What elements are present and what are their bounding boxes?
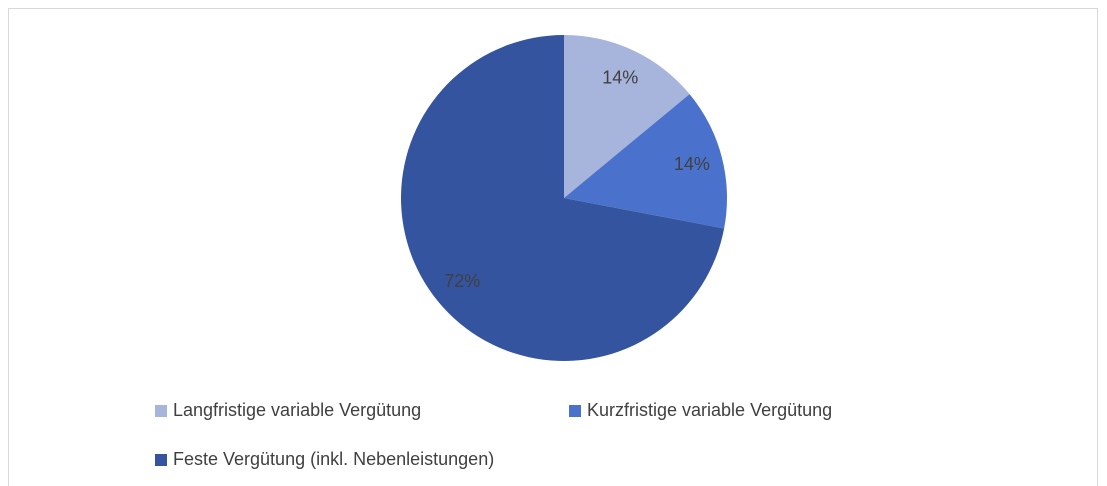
data-label: 72% <box>444 271 480 291</box>
data-label: 14% <box>602 67 638 87</box>
legend-label: Langfristige variable Vergütung <box>173 400 421 420</box>
legend-label: Feste Vergütung (inkl. Nebenleistungen) <box>173 449 494 469</box>
data-label: 14% <box>674 154 710 174</box>
legend-swatch <box>155 405 167 417</box>
pie-slice <box>564 94 727 229</box>
legend-swatch <box>569 405 581 417</box>
legend-swatch <box>155 454 167 466</box>
pie-slice <box>400 35 725 361</box>
legend-label: Kurzfristige variable Vergütung <box>587 400 832 420</box>
pie-slice <box>564 35 690 198</box>
